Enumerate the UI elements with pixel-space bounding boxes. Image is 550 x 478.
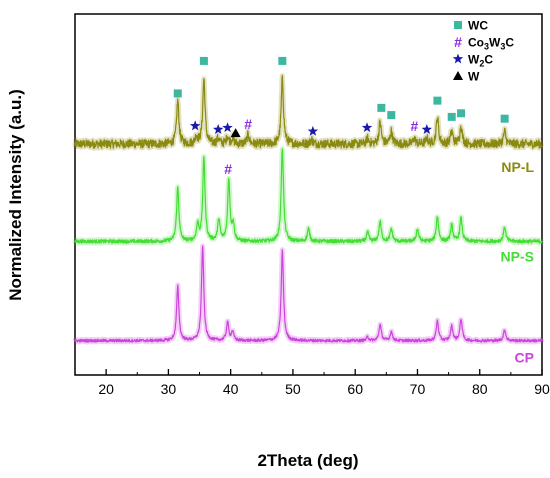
w2c-marker: [212, 124, 224, 134]
wc-marker: [447, 112, 456, 121]
legend-label-co3w3c: Co3W3C: [468, 36, 514, 52]
w2c-marker: [189, 120, 201, 131]
x-axis: 20 30 40 50 60 70 80 90: [74, 369, 550, 397]
co3w3c-marker: #: [224, 161, 232, 177]
wc-marker: [199, 56, 208, 65]
w2c-marker: [421, 124, 433, 134]
wc-marker: [377, 103, 386, 112]
x-tick-label: 20: [98, 381, 114, 397]
series-label-np-s: NP-S: [501, 248, 534, 264]
x-tick-label: 40: [223, 381, 239, 397]
legend-label-w2c: W2C: [468, 53, 493, 69]
wc-marker: [433, 96, 442, 105]
plot-frame: [74, 13, 543, 376]
y-axis-title: Normalized Intensity (a.u.): [6, 89, 25, 301]
co3w3c-marker: #: [244, 116, 252, 132]
marker-layer: NP-L # # NP-S # CP: [173, 56, 534, 366]
co3w3c-marker: #: [410, 118, 418, 134]
w-marker: [453, 71, 463, 80]
w2c-marker: [361, 122, 373, 133]
series-line-np-s: [74, 148, 543, 244]
x-tick-label: 80: [472, 381, 488, 397]
x-tick-label: 30: [161, 381, 177, 397]
series-label-cp: CP: [515, 350, 534, 366]
wc-marker: [387, 111, 396, 120]
x-tick-label: 50: [285, 381, 301, 397]
series-layer: [72, 73, 545, 345]
series-line-cp: [74, 245, 543, 343]
wc-marker: [500, 114, 509, 123]
wc-marker: [173, 89, 182, 98]
w-marker: [230, 128, 241, 138]
wc-marker: [278, 56, 287, 65]
x-tick-label: 70: [410, 381, 426, 397]
wc-marker: [457, 109, 466, 118]
x-axis-title: 2Theta (deg): [257, 451, 358, 470]
w2c-marker: [452, 53, 464, 64]
wc-marker: [454, 21, 462, 29]
series-glow: [72, 73, 545, 151]
series-line-np-l: [74, 74, 543, 149]
co3w3c-marker: #: [454, 34, 462, 50]
w2c-marker: [222, 122, 233, 133]
series-label-np-l: NP-L: [501, 159, 534, 175]
w2c-marker: [307, 125, 319, 136]
legend-label-wc: WC: [468, 19, 488, 33]
legend-label-w: W: [468, 70, 480, 84]
x-tick-label: 60: [347, 381, 363, 397]
x-tick-label: 90: [534, 381, 550, 397]
series-glow: [72, 243, 545, 345]
